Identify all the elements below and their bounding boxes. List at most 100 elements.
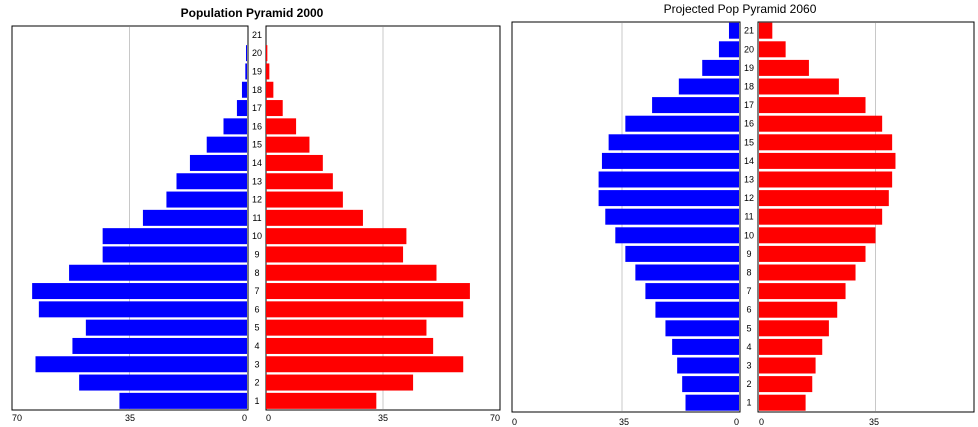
- left-tick-label: 0: [734, 417, 739, 427]
- male-bar-age-9: [625, 245, 739, 262]
- left-tick-label: 35: [125, 413, 135, 423]
- age-label-10: 10: [744, 230, 754, 240]
- male-bar-age-20: [245, 45, 247, 62]
- age-label-7: 7: [254, 286, 259, 296]
- female-bar-age-3: [759, 357, 816, 374]
- female-bar-age-11: [759, 208, 883, 225]
- male-bar-age-1: [119, 392, 247, 409]
- age-label-2: 2: [254, 378, 259, 388]
- age-label-8: 8: [254, 268, 259, 278]
- male-bar-age-9: [102, 246, 248, 263]
- female-bar-age-8: [759, 264, 856, 281]
- left-tick-label: 0: [512, 417, 517, 427]
- male-bar-age-3: [35, 356, 247, 373]
- age-label-15: 15: [744, 137, 754, 147]
- male-bar-age-8: [635, 264, 739, 281]
- female-bar-age-5: [266, 319, 427, 336]
- male-bar-age-15: [206, 136, 247, 153]
- age-label-20: 20: [744, 44, 754, 54]
- male-bar-age-17: [652, 97, 739, 114]
- female-bar-age-4: [759, 338, 823, 355]
- age-label-14: 14: [252, 158, 262, 168]
- male-bar-age-5: [665, 320, 739, 337]
- age-label-16: 16: [252, 121, 262, 131]
- age-label-17: 17: [744, 100, 754, 110]
- male-bar-age-20: [718, 41, 739, 58]
- female-bar-age-20: [266, 45, 268, 62]
- female-bar-age-14: [266, 154, 323, 171]
- chart-2000-title: Population Pyramid 2000: [181, 6, 324, 20]
- age-label-7: 7: [746, 286, 751, 296]
- male-bar-age-16: [223, 118, 247, 135]
- male-bar-age-16: [625, 115, 739, 132]
- female-bar-age-19: [266, 63, 270, 80]
- male-bar-age-8: [69, 264, 247, 281]
- age-label-12: 12: [252, 195, 262, 205]
- male-bar-age-11: [142, 209, 247, 226]
- male-bar-age-4: [72, 337, 247, 354]
- age-label-4: 4: [254, 341, 259, 351]
- female-bar-age-11: [266, 209, 363, 226]
- right-tick-label: 35: [869, 417, 879, 427]
- age-label-9: 9: [746, 249, 751, 259]
- age-label-15: 15: [252, 140, 262, 150]
- female-bar-age-1: [759, 394, 806, 411]
- male-bar-age-5: [85, 319, 247, 336]
- male-bar-age-12: [598, 190, 739, 207]
- age-label-18: 18: [744, 82, 754, 92]
- male-bar-age-21: [728, 22, 739, 39]
- female-bar-age-15: [759, 134, 893, 151]
- male-bar-age-4: [672, 338, 739, 355]
- age-label-19: 19: [744, 63, 754, 73]
- female-bar-age-17: [266, 100, 283, 117]
- female-bar-age-10: [266, 228, 407, 245]
- female-bar-age-20: [759, 41, 786, 58]
- male-bar-age-15: [608, 134, 739, 151]
- right-tick-label: 35: [378, 413, 388, 423]
- age-label-9: 9: [254, 249, 259, 259]
- age-label-12: 12: [744, 193, 754, 203]
- male-bar-age-13: [176, 173, 247, 190]
- male-bar-age-10: [102, 228, 248, 245]
- left-tick-label: 35: [619, 417, 629, 427]
- female-bar-age-4: [266, 337, 434, 354]
- age-label-21: 21: [744, 26, 754, 36]
- female-bar-age-16: [266, 118, 297, 135]
- age-label-6: 6: [746, 305, 751, 315]
- age-label-8: 8: [746, 268, 751, 278]
- male-bar-age-19: [245, 63, 247, 80]
- female-bar-age-1: [266, 392, 377, 409]
- female-bar-age-9: [266, 246, 404, 263]
- female-bar-age-8: [266, 264, 437, 281]
- left-tick-label: 0: [242, 413, 247, 423]
- female-bar-age-21: [759, 22, 773, 39]
- female-bar-age-6: [759, 301, 838, 318]
- male-bar-age-18: [241, 81, 247, 98]
- male-bar-age-19: [702, 59, 739, 76]
- female-bar-age-14: [759, 152, 896, 169]
- right-tick-label: 0: [266, 413, 271, 423]
- female-bar-age-16: [759, 115, 883, 132]
- age-label-21: 21: [252, 30, 262, 40]
- female-bar-age-6: [266, 301, 464, 318]
- age-label-3: 3: [746, 361, 751, 371]
- chart-2060: Projected Pop Pyramid 2060 1234567891011…: [511, 2, 975, 427]
- age-label-3: 3: [254, 359, 259, 369]
- male-bar-age-7: [645, 283, 739, 300]
- female-bar-age-19: [759, 59, 809, 76]
- male-bar-age-6: [655, 301, 739, 318]
- male-bar-age-2: [79, 374, 248, 391]
- male-bar-age-1: [685, 394, 739, 411]
- age-label-1: 1: [254, 396, 259, 406]
- chart-2060-title: Projected Pop Pyramid 2060: [664, 2, 817, 16]
- male-bar-age-14: [189, 154, 247, 171]
- male-bar-age-2: [682, 376, 739, 393]
- female-bar-age-12: [266, 191, 343, 208]
- female-bar-age-18: [759, 78, 839, 95]
- female-bar-age-5: [759, 320, 829, 337]
- male-bar-age-7: [32, 283, 248, 300]
- female-bar-age-2: [266, 374, 414, 391]
- age-label-5: 5: [254, 323, 259, 333]
- female-bar-age-2: [759, 376, 813, 393]
